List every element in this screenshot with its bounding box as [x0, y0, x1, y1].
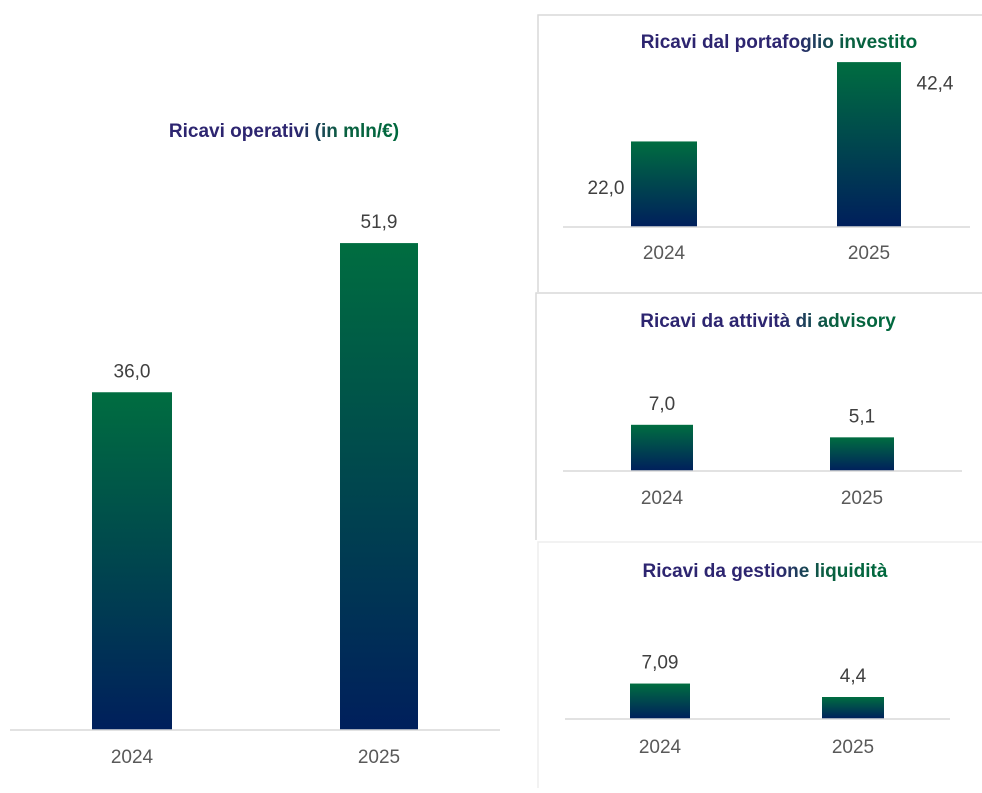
value-label: 4,4	[840, 666, 867, 687]
panel-border	[537, 541, 982, 788]
x-tick-label: 2024	[639, 737, 682, 758]
x-tick-label: 2025	[841, 488, 883, 509]
chart-title: Ricavi da attività di advisory	[640, 311, 896, 332]
bar	[631, 424, 693, 471]
bar	[630, 683, 690, 719]
bar	[822, 697, 884, 719]
value-label: 7,0	[649, 394, 675, 415]
x-tick-label: 2025	[848, 243, 890, 264]
bar	[92, 392, 172, 730]
value-label: 7,09	[642, 653, 679, 674]
x-tick-label: 2024	[641, 488, 684, 509]
panel-border	[535, 292, 982, 540]
chart-title: Ricavi da gestione liquidità	[643, 561, 888, 582]
x-tick-label: 2025	[358, 747, 400, 768]
x-tick-label: 2024	[111, 747, 154, 768]
bar	[631, 141, 697, 227]
panel-border	[537, 14, 982, 292]
chart-title: Ricavi dal portafoglio investito	[641, 32, 918, 53]
value-label: 22,0	[588, 178, 625, 199]
value-label: 51,9	[361, 212, 398, 233]
bar	[340, 243, 418, 731]
x-tick-label: 2024	[643, 243, 686, 264]
chart-title: Ricavi operativi (in mln/€)	[169, 121, 399, 142]
bar	[830, 437, 894, 471]
x-tick-label: 2025	[832, 737, 874, 758]
value-label: 36,0	[114, 361, 151, 382]
value-label: 5,1	[849, 406, 875, 427]
bar	[837, 62, 901, 227]
value-label: 42,4	[917, 74, 954, 95]
